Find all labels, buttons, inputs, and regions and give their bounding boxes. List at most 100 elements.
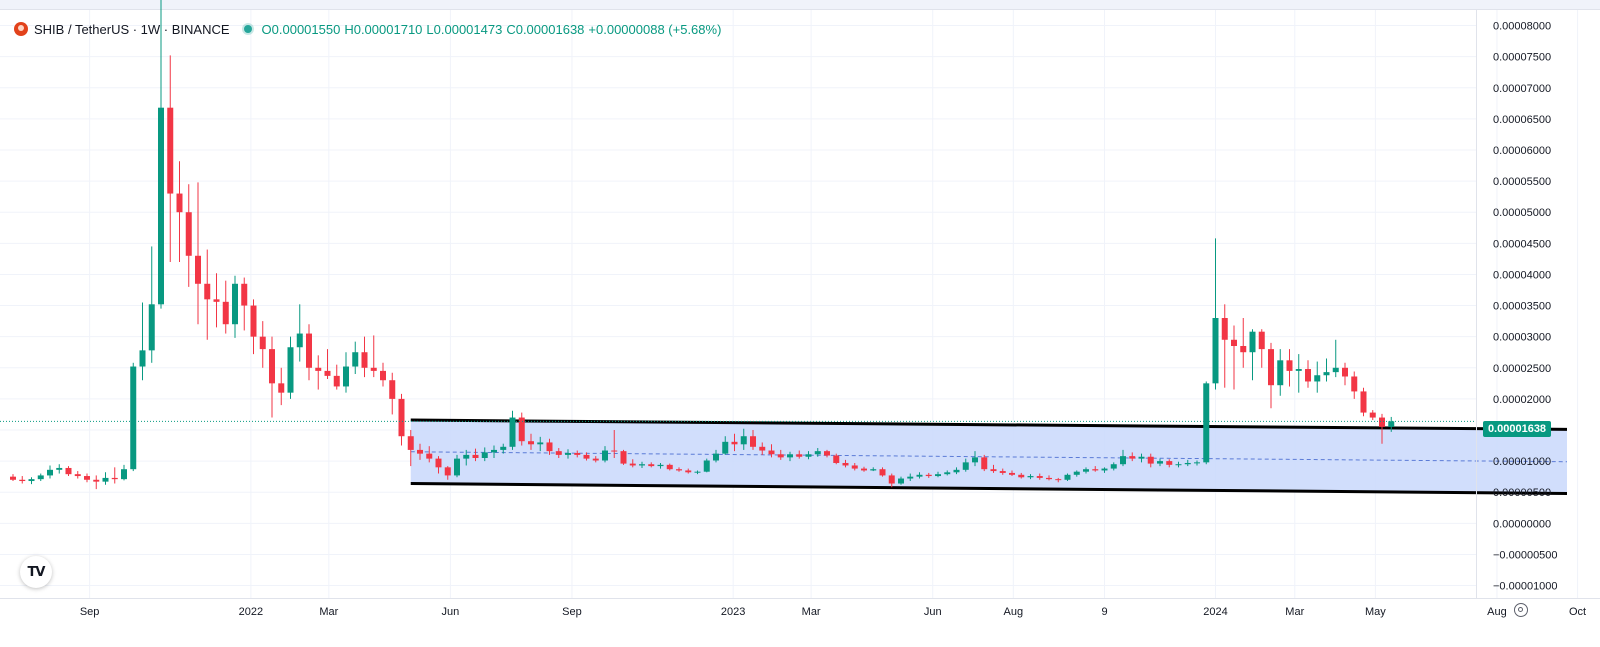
- candle: [158, 0, 164, 309]
- symbol-legend[interactable]: SHIB / TetherUS · 1W · BINANCE O0.000015…: [14, 20, 721, 38]
- candle: [768, 444, 775, 458]
- candle-body: [1286, 360, 1293, 371]
- candle: [620, 449, 627, 465]
- symbol-title[interactable]: SHIB / TetherUS · 1W · BINANCE: [34, 21, 230, 37]
- x-tick-label: Sep: [80, 606, 100, 618]
- candle: [241, 277, 248, 331]
- candle: [185, 184, 192, 287]
- candle-body: [343, 366, 349, 387]
- candle-body: [916, 474, 923, 477]
- candle: [592, 456, 599, 463]
- y-tick-label: 0.00005000: [1493, 207, 1551, 219]
- candle-body: [944, 472, 951, 475]
- candle: [139, 302, 146, 381]
- candle-body: [574, 453, 581, 455]
- candle-body: [426, 453, 433, 459]
- candle-body: [1240, 346, 1247, 353]
- candle: [666, 463, 673, 471]
- candle: [93, 475, 100, 490]
- x-tick-label: Aug: [1004, 606, 1024, 618]
- channel-lower-line[interactable]: [410, 482, 1568, 495]
- candle-body: [935, 474, 941, 477]
- candle-body: [805, 454, 812, 457]
- y-tick-label: 0.00003500: [1493, 301, 1551, 313]
- candle: [546, 438, 553, 455]
- y-tick-label: 0.00001000: [1493, 456, 1551, 468]
- candle-body: [158, 107, 164, 305]
- candle: [870, 467, 877, 472]
- candle-body: [19, 479, 26, 482]
- y-tick-label: 0.00006500: [1493, 114, 1551, 126]
- candle: [1221, 304, 1228, 388]
- candle-body: [472, 454, 479, 458]
- candle-body: [555, 451, 562, 455]
- candle-body: [981, 457, 988, 470]
- candle: [398, 393, 405, 446]
- candle: [648, 462, 655, 468]
- candle: [814, 448, 821, 457]
- candle: [1036, 473, 1043, 480]
- candle: [296, 304, 303, 362]
- candle: [222, 280, 229, 334]
- candle: [1055, 477, 1062, 483]
- tradingview-logo-icon[interactable]: TV: [20, 556, 52, 588]
- candle-body: [1046, 477, 1052, 480]
- candle-body: [953, 469, 960, 473]
- candle: [435, 456, 442, 474]
- candle: [1110, 462, 1117, 471]
- x-tick-label: May: [1365, 606, 1386, 618]
- candle-body: [657, 464, 664, 467]
- change-value: +0.00000088 (+5.68%): [588, 21, 722, 37]
- candle: [278, 367, 285, 406]
- candle: [102, 472, 109, 485]
- y-tick-label: 0.00004000: [1493, 269, 1551, 281]
- candle-body: [509, 417, 516, 447]
- candle: [28, 477, 35, 485]
- y-tick-label: 0.00000500: [1493, 487, 1551, 499]
- candle: [213, 273, 220, 328]
- gear-icon[interactable]: [1514, 603, 1528, 617]
- candle: [787, 451, 793, 462]
- candle-body: [398, 398, 405, 437]
- candle: [10, 474, 16, 482]
- candle: [518, 412, 525, 446]
- x-tick-label: 2022: [239, 606, 263, 618]
- candle: [861, 466, 867, 472]
- candle: [1379, 413, 1385, 444]
- candle-body: [676, 469, 682, 471]
- candle: [1240, 318, 1247, 368]
- candle-body: [861, 468, 867, 471]
- candle: [1083, 467, 1089, 474]
- candle-body: [204, 283, 211, 300]
- candle-body: [870, 469, 877, 471]
- candle-body: [713, 453, 719, 461]
- candle: [315, 355, 322, 390]
- candle-body: [851, 465, 858, 469]
- y-tick-label: 0.00002000: [1493, 394, 1551, 406]
- candle-body: [306, 333, 312, 368]
- candle-body: [1295, 369, 1302, 371]
- y-tick-label: −0.00000500: [1493, 549, 1558, 561]
- candle: [370, 335, 377, 378]
- candle-body: [296, 333, 303, 348]
- candle: [1277, 349, 1284, 396]
- time-scale[interactable]: Sep 2022 Mar Jun Sep 2023 Mar Jun Aug 9 2024 Mar May…: [80, 606, 1586, 618]
- candle-body: [278, 383, 285, 393]
- candle: [56, 464, 63, 474]
- candle-body: [629, 463, 636, 466]
- candle-body: [1064, 474, 1071, 480]
- candle-body: [10, 476, 16, 480]
- candle-body: [1212, 318, 1219, 384]
- candle-body: [74, 474, 81, 477]
- market-status-icon[interactable]: [243, 25, 252, 33]
- high-value: H0.00001710: [344, 21, 423, 37]
- candle: [491, 445, 497, 458]
- price-scale[interactable]: 0.00008000 0.00007500 0.00007000 0.00006500…: [1493, 21, 1558, 593]
- candle: [953, 467, 960, 475]
- candle: [176, 161, 183, 262]
- candle: [1231, 325, 1237, 390]
- candle-body: [602, 450, 608, 461]
- candle-body: [1305, 369, 1311, 382]
- candle-body: [1036, 476, 1043, 478]
